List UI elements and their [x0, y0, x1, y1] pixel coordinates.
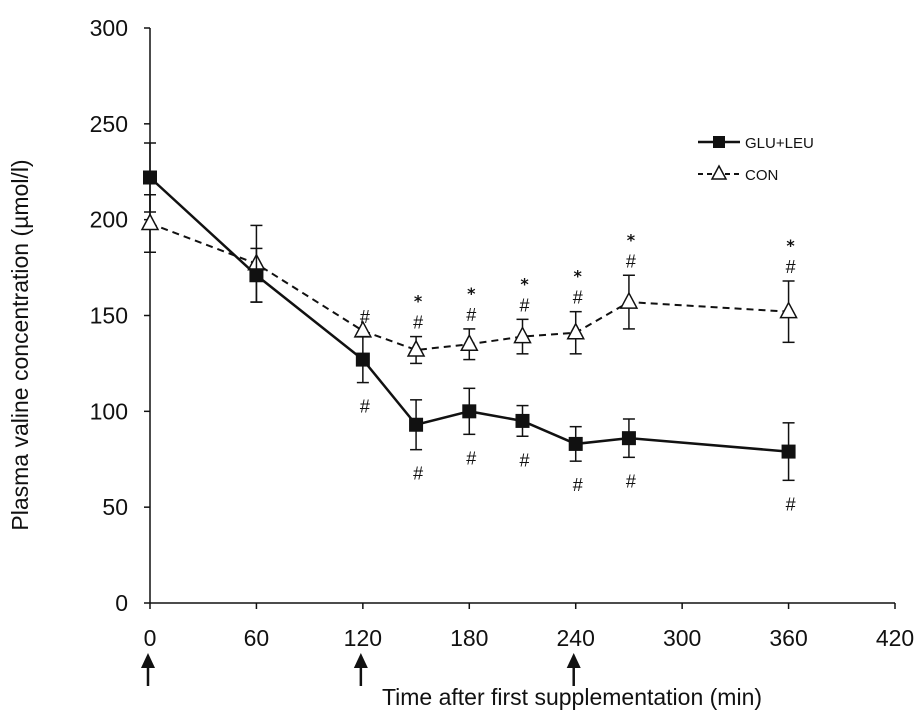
x-tick-label: 360: [769, 625, 807, 651]
hash-mark: #: [360, 307, 370, 327]
x-tick-label: 240: [557, 625, 595, 651]
data-point-triangle: [566, 322, 585, 340]
significance-annotations: # # * # * # * # * # * # * # # # # # # #: [360, 230, 796, 514]
data-point-square: [515, 413, 530, 428]
legend-con-label: CON: [745, 167, 778, 184]
y-axis-title: Plasma valine concentration (µmol/l): [7, 159, 33, 530]
legend: GLU+LEU CON: [698, 135, 814, 184]
star-mark: *: [574, 267, 583, 286]
star-mark: *: [520, 274, 529, 293]
arrow-up-icon: [353, 653, 368, 686]
hash-mark: #: [413, 464, 423, 484]
x-axis-title: Time after first supplementation (min): [382, 684, 762, 710]
data-point-triangle: [406, 339, 426, 357]
x-tick-label: 420: [876, 625, 914, 651]
y-tick-label: 300: [90, 15, 128, 41]
star-mark: *: [786, 236, 795, 255]
data-point-square: [249, 268, 264, 283]
data-point-triangle: [460, 333, 479, 351]
arrow-up-icon: [566, 653, 581, 686]
x-tick-label: 180: [450, 625, 488, 651]
series-layer: [140, 142, 798, 482]
data-point-square: [568, 436, 583, 451]
y-tick-label: 250: [90, 111, 128, 137]
data-point-triangle: [779, 301, 798, 319]
x-tick-label: 120: [344, 625, 382, 651]
series-glu-leu: [143, 142, 796, 482]
hash-mark: #: [573, 288, 583, 308]
data-point-square: [621, 431, 636, 446]
data-point-square: [355, 352, 370, 367]
hash-mark: #: [626, 251, 636, 271]
x-ticks: 0 60 120 180 240 300 360 420: [144, 603, 914, 651]
data-point-triangle: [513, 325, 532, 344]
data-point-triangle: [140, 212, 160, 231]
y-tick-label: 200: [90, 207, 128, 233]
hash-mark: #: [573, 475, 583, 495]
data-point-square: [409, 417, 424, 432]
hash-mark: #: [360, 397, 370, 417]
hash-mark: #: [413, 313, 423, 333]
star-mark: *: [627, 230, 636, 249]
x-tick-label: 0: [144, 625, 157, 651]
series-con: [140, 194, 798, 365]
y-tick-label: 50: [102, 494, 128, 520]
star-mark: *: [467, 284, 476, 303]
hash-mark: #: [519, 450, 529, 470]
y-tick-label: 150: [90, 303, 128, 329]
legend-glu-label: GLU+LEU: [745, 135, 814, 152]
y-ticks: 0 50 100 150 200 250 300: [90, 15, 150, 616]
data-point-square: [781, 444, 796, 459]
legend-glu-marker: [713, 136, 725, 148]
hash-mark: #: [466, 448, 476, 468]
data-point-square: [462, 404, 477, 419]
star-mark: *: [414, 292, 423, 311]
hash-mark: #: [466, 305, 476, 325]
data-point-square: [143, 170, 157, 185]
hash-mark: #: [519, 295, 529, 315]
y-tick-label: 0: [115, 590, 128, 616]
supplementation-arrows: [141, 653, 581, 686]
legend-con-marker: [710, 164, 728, 180]
hash-mark: #: [626, 471, 636, 491]
x-tick-label: 300: [663, 625, 701, 651]
hash-mark: #: [786, 494, 796, 514]
y-tick-label: 100: [90, 398, 128, 424]
hash-mark: #: [786, 257, 796, 277]
data-point-triangle: [619, 291, 639, 309]
arrow-up-icon: [141, 653, 155, 686]
x-tick-label: 60: [244, 625, 270, 651]
